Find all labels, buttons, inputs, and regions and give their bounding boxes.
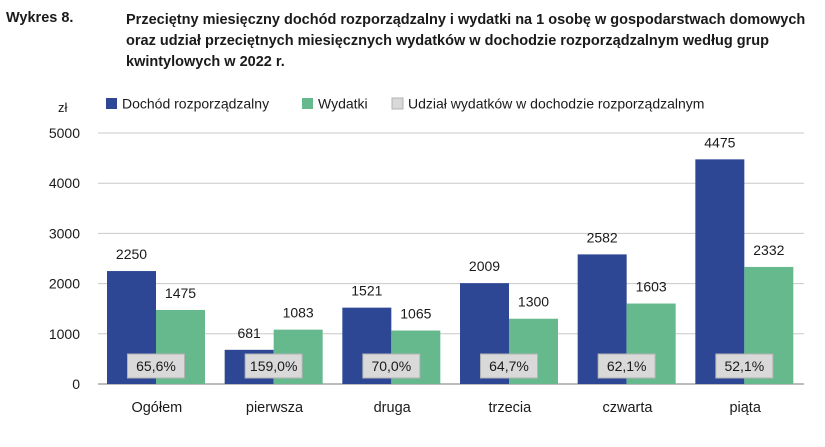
share-box bbox=[127, 353, 185, 379]
x-tick-label: piąta bbox=[729, 400, 761, 416]
share-label: 159,0% bbox=[250, 358, 297, 374]
data-label-expenses: 1065 bbox=[400, 306, 431, 322]
x-tick-label: trzecia bbox=[488, 400, 532, 416]
legend-swatch bbox=[391, 97, 404, 110]
share-box bbox=[597, 353, 656, 379]
data-label-expenses: 2332 bbox=[753, 242, 784, 258]
share-box bbox=[362, 353, 421, 379]
x-tick-label: Ogółem bbox=[131, 400, 182, 416]
data-label-income: 2009 bbox=[469, 258, 500, 274]
share-label: 70,0% bbox=[371, 358, 411, 374]
data-label-income: 1521 bbox=[351, 283, 382, 299]
data-label-income: 681 bbox=[237, 325, 261, 341]
x-tick-label: pierwsza bbox=[246, 400, 304, 416]
share-label: 52,1% bbox=[724, 358, 764, 374]
legend-label: Dochód rozporządzalny bbox=[122, 96, 269, 112]
share-label: 64,7% bbox=[489, 358, 529, 374]
data-label-income: 2582 bbox=[587, 229, 618, 245]
share-box bbox=[480, 353, 538, 379]
x-tick-label: czwarta bbox=[603, 400, 654, 416]
data-label-expenses: 1300 bbox=[518, 294, 549, 310]
legend-swatch bbox=[106, 98, 117, 109]
data-label-income: 2250 bbox=[116, 246, 147, 262]
data-label-income: 4475 bbox=[704, 134, 735, 150]
share-box bbox=[244, 353, 303, 379]
chart-title-prefix: Wykres 8. bbox=[6, 10, 74, 26]
data-label-expenses: 1083 bbox=[283, 305, 314, 321]
share-box bbox=[715, 353, 774, 379]
legend-swatch bbox=[302, 98, 313, 109]
data-label-expenses: 1475 bbox=[165, 285, 196, 301]
share-label: 65,6% bbox=[136, 358, 176, 374]
data-label-expenses: 1603 bbox=[636, 279, 667, 295]
bar-income bbox=[695, 159, 745, 384]
y-axis-label: zł bbox=[58, 100, 68, 115]
share-label: 62,1% bbox=[607, 358, 647, 374]
y-tick-label: 4000 bbox=[49, 175, 80, 191]
x-tick-label: druga bbox=[374, 400, 412, 416]
chart-title: Przeciętny miesięczny dochód rozporządza… bbox=[126, 12, 806, 70]
y-tick-label: 5000 bbox=[49, 125, 80, 141]
legend-label: Wydatki bbox=[318, 96, 368, 112]
y-tick-label: 2000 bbox=[49, 276, 80, 292]
y-tick-label: 3000 bbox=[49, 225, 80, 241]
legend-label: Udział wydatków w dochodzie rozporządzal… bbox=[408, 96, 704, 112]
y-tick-label: 0 bbox=[72, 376, 80, 392]
y-tick-label: 1000 bbox=[49, 326, 80, 342]
